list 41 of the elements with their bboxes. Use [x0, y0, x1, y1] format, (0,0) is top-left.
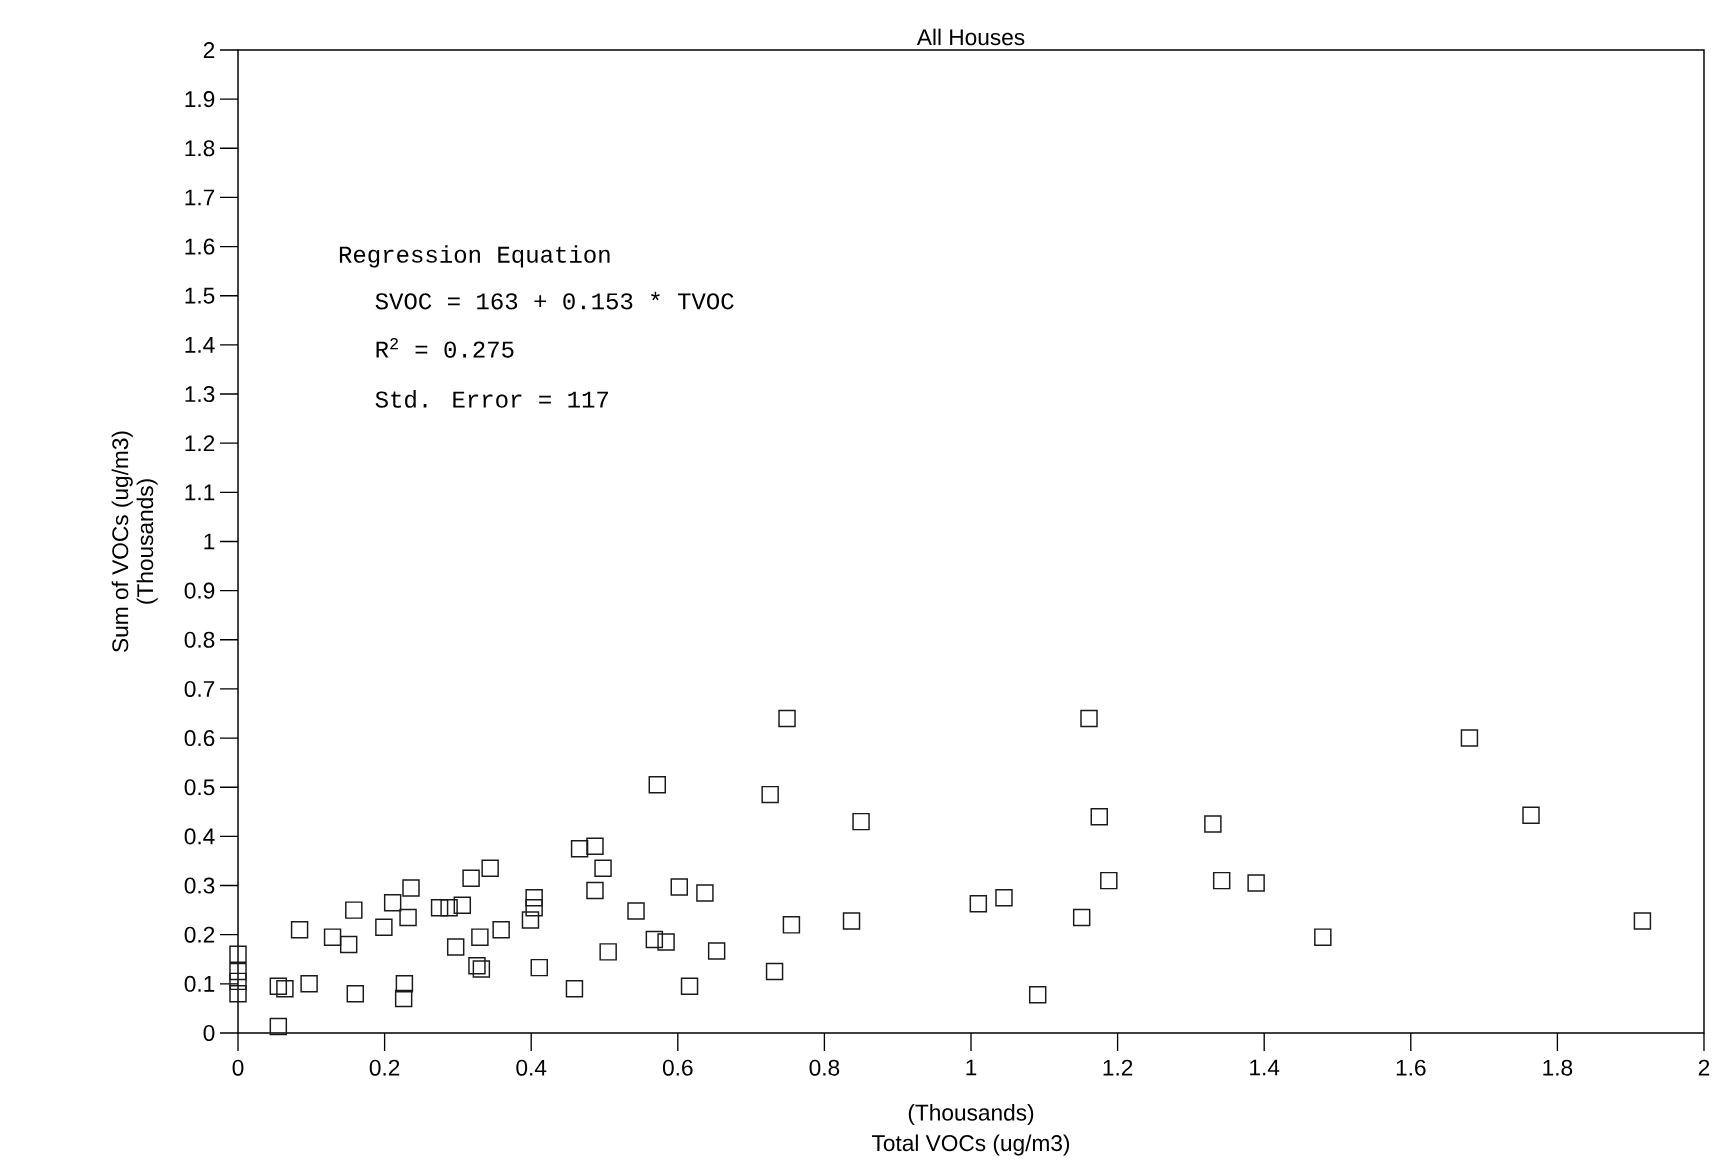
y-tick-label: 0.7	[184, 680, 215, 697]
y-tick-label: 1.5	[185, 287, 215, 304]
x-tick-label: 1.8	[1543, 1059, 1573, 1076]
y-tick-label: 0.2	[184, 926, 215, 943]
y-tick-label: 1.9	[185, 91, 215, 108]
y-tick-label: 1	[204, 533, 215, 550]
y-tick-label: 0.1	[184, 975, 215, 992]
x-tick-label: 0.6	[662, 1059, 693, 1076]
x-tick-label: 0.2	[369, 1059, 400, 1076]
x-tick-label: 0.8	[809, 1059, 840, 1076]
y-tick-label: 1.7	[185, 189, 215, 206]
text: (Thousands)	[908, 1104, 1034, 1126]
x-tick-label: 2	[1698, 1059, 1710, 1076]
y-tick-label: 0.4	[184, 828, 215, 845]
y-tick-label: 0	[203, 1024, 215, 1042]
chart-title: All Houses	[916, 28, 1025, 46]
y-tick-label: 0.6	[184, 730, 215, 747]
y-tick-label: 0.8	[184, 631, 215, 648]
y-tick-label: 0.3	[184, 877, 215, 894]
annotation: Std. Error = 117	[375, 390, 608, 408]
x-tick-label: 0	[232, 1059, 244, 1076]
y-tick-label: 1.8	[185, 140, 215, 157]
y-axis-title: Sum of VOCs (ug/m3)	[111, 431, 133, 652]
y-tick-label: 0.9	[184, 582, 215, 599]
x-tick-label: 1.6	[1396, 1059, 1426, 1076]
y-tick-label: 1.6	[185, 238, 215, 255]
y-tick-label: 2	[203, 42, 215, 58]
annotation: Regression Equation	[339, 245, 610, 268]
x-tick-label: 1	[966, 1059, 977, 1076]
x-tick-label: 1.2	[1103, 1059, 1133, 1076]
text: (Thousands)	[136, 479, 158, 604]
x-tick-label: 0.4	[516, 1059, 547, 1076]
y-tick-label: 1.2	[185, 435, 215, 452]
x-tick-label: 1.4	[1250, 1059, 1280, 1076]
y-tick-label: 1.4	[185, 337, 215, 353]
x-axis-title: Total VOCs (ug/m3)	[871, 1134, 1070, 1156]
y-tick-label: 1.3	[185, 386, 215, 403]
y-tick-label: 1.1	[185, 484, 215, 501]
y-tick-label: 0.5	[184, 779, 215, 796]
annotation: SVOC = 163 + 0.153 * TVOC	[375, 291, 734, 310]
annotation: R$^{2}$ = 0.275	[376, 337, 514, 358]
